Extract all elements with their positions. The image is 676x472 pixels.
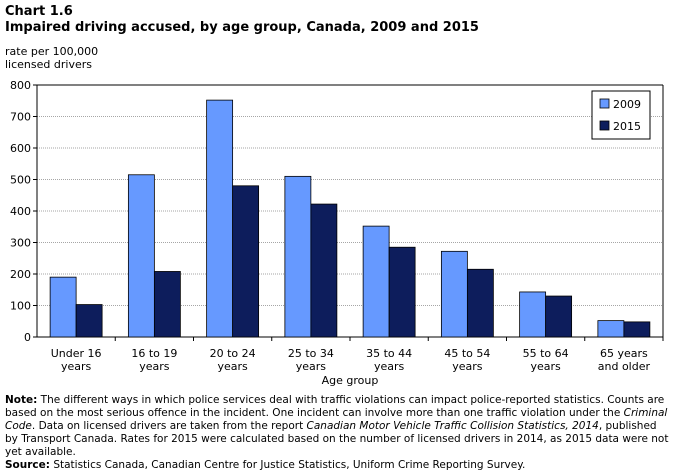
footnotes: Note: The different ways in which police… — [5, 394, 669, 472]
source-text: Statistics Canada, Canadian Centre for J… — [49, 459, 526, 471]
bar-2015 — [466, 268, 494, 338]
bar-2009 — [597, 320, 625, 338]
y-tick-label: 400 — [10, 205, 31, 218]
bar-2015 — [310, 203, 338, 338]
x-tick-label: years — [530, 360, 561, 373]
x-tick-label: 55 to 64 — [523, 347, 569, 360]
y-axis-label-line-1: rate per 100,000 — [5, 45, 99, 58]
note-text-2: . Data on licensed drivers are taken fro… — [31, 420, 307, 432]
note-italic-1: Criminal Code — [5, 407, 668, 432]
bar-2009 — [127, 174, 155, 338]
bar-2015 — [623, 321, 651, 338]
y-tick-label: 100 — [10, 300, 31, 313]
y-tick-label: 700 — [10, 111, 31, 124]
bar-2009 — [440, 250, 468, 338]
note-text-1: The different ways in which police servi… — [5, 394, 665, 419]
y-axis-label-line-2: licensed drivers — [5, 58, 92, 71]
source-paragraph: Source: Statistics Canada, Canadian Cent… — [5, 459, 669, 472]
x-tick-label: years — [296, 360, 327, 373]
y-tick-label: 300 — [10, 237, 31, 250]
bar-2009 — [519, 291, 547, 338]
y-tick-label: 800 — [10, 79, 31, 92]
bar-2009 — [49, 276, 77, 338]
note-label: Note: — [5, 394, 38, 406]
chart-title: Impaired driving accused, by age group, … — [5, 20, 479, 35]
legend-label-2009: 2009 — [613, 98, 641, 111]
legend-swatch-2009 — [599, 98, 610, 109]
y-tick-label: 0 — [24, 331, 31, 344]
x-tick-label: years — [139, 360, 170, 373]
x-tick-label: 65 years — [600, 347, 648, 360]
bar-2009 — [206, 99, 234, 338]
note-paragraph: Note: The different ways in which police… — [5, 394, 669, 459]
legend-swatch-2015 — [599, 120, 610, 131]
bar-2015 — [75, 304, 103, 338]
x-tick-label: 35 to 44 — [366, 347, 412, 360]
x-tick-label: Under 16 — [51, 347, 102, 360]
source-label: Source: — [5, 459, 50, 471]
chart-number: Chart 1.6 — [5, 4, 73, 19]
y-tick-label: 600 — [10, 142, 31, 155]
x-tick-label: and older — [598, 360, 651, 373]
x-tick-label: 25 to 34 — [288, 347, 334, 360]
x-tick-label: 20 to 24 — [210, 347, 256, 360]
x-tick-label: years — [452, 360, 483, 373]
bar-2015 — [545, 295, 573, 338]
x-tick-label: 16 to 19 — [131, 347, 177, 360]
y-tick-label: 500 — [10, 174, 31, 187]
bar-2015 — [388, 246, 416, 338]
x-tick-label: 45 to 54 — [444, 347, 490, 360]
bar-2015 — [232, 185, 260, 338]
bar-2009 — [362, 225, 390, 338]
note-text-3: , published by Transport Canada. Rates f… — [5, 420, 669, 458]
note-italic-2: Canadian Motor Vehicle Traffic Collision… — [306, 420, 599, 432]
bar-2009 — [284, 175, 312, 338]
x-axis-title: Age group — [322, 374, 379, 387]
legend-label-2015: 2015 — [613, 120, 641, 133]
x-tick-label: years — [217, 360, 248, 373]
x-tick-label: years — [61, 360, 92, 373]
x-tick-label: years — [374, 360, 405, 373]
y-tick-label: 200 — [10, 268, 31, 281]
bar-2015 — [153, 271, 181, 338]
